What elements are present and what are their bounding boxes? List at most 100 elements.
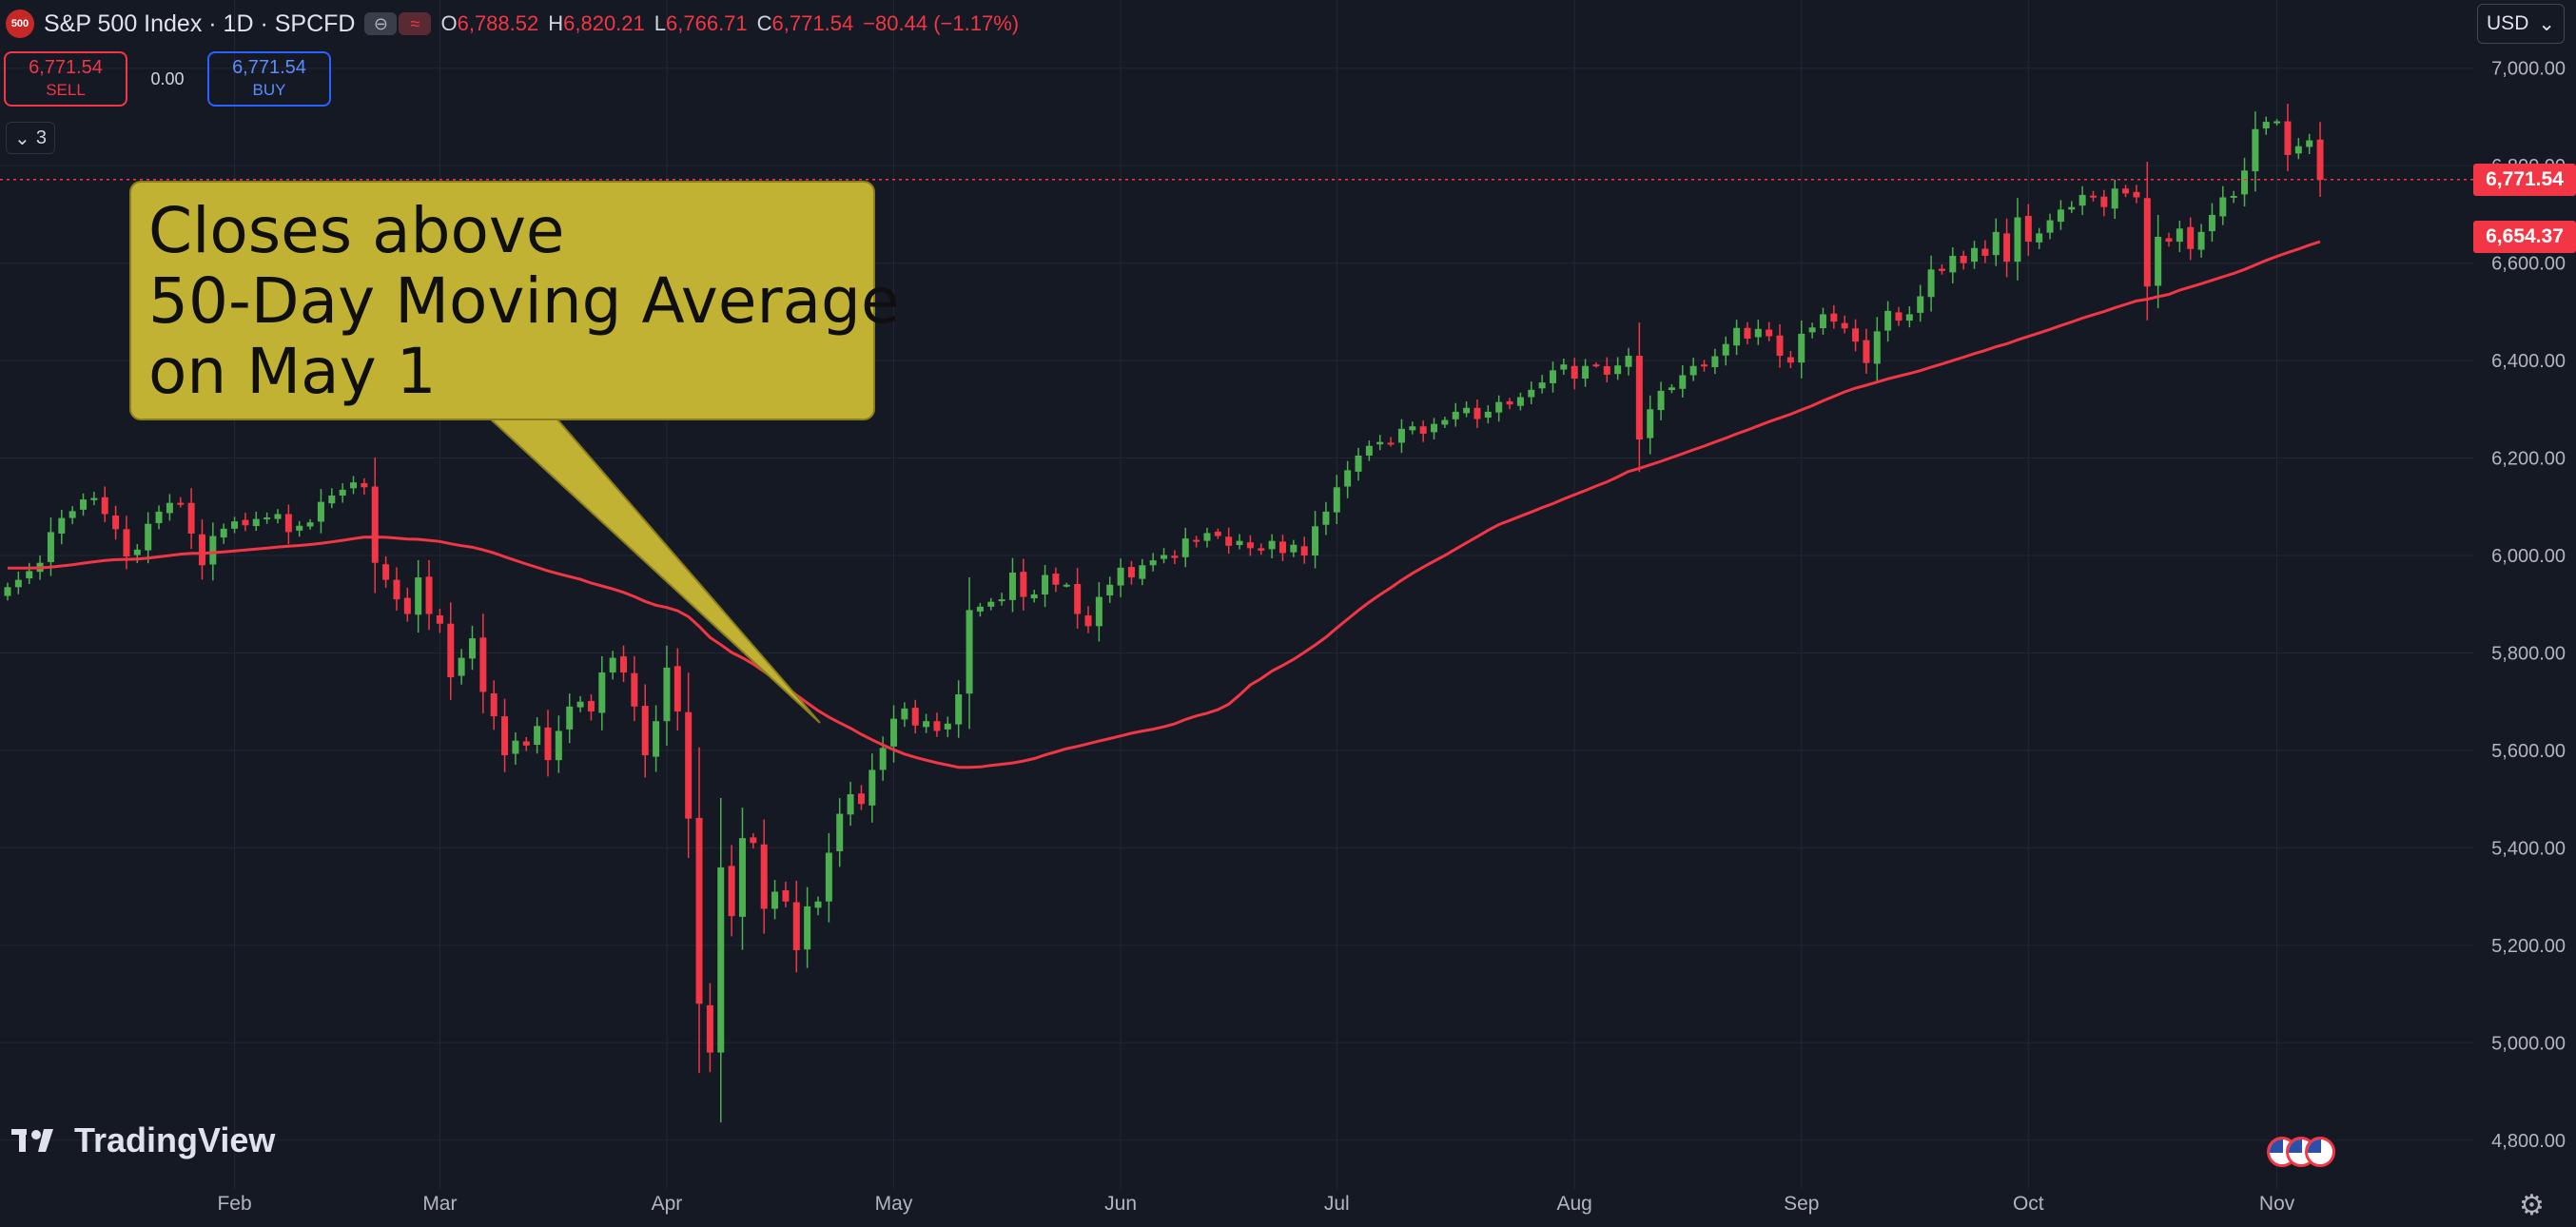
candle-body — [2316, 139, 2324, 181]
candle-body — [350, 482, 358, 489]
candle-body — [361, 482, 368, 488]
low-label: L — [654, 11, 667, 35]
candle-body — [1419, 426, 1427, 434]
buy-price: 6,771.54 — [232, 57, 306, 78]
candle-body — [512, 740, 519, 754]
events-markers[interactable] — [2267, 1137, 2335, 1167]
ma-price-tag: 6,654.37 — [2473, 220, 2576, 253]
candle-body — [317, 501, 324, 522]
candle-body — [1884, 310, 1892, 331]
candle-body — [14, 579, 22, 588]
candle-body — [976, 606, 984, 612]
indicators-toggle-button[interactable]: ⌄ 3 — [6, 122, 55, 154]
candle-body — [1365, 445, 1373, 456]
candle-body — [1441, 419, 1449, 425]
sell-price: 6,771.54 — [29, 57, 103, 78]
candle-body — [2057, 209, 2064, 223]
candle-body — [1592, 364, 1600, 367]
candle-body — [673, 666, 681, 711]
candle-body — [1322, 511, 1330, 525]
x-tick-label: Aug — [1557, 1193, 1592, 1215]
candle-body — [1193, 539, 1200, 542]
tradingview-logo[interactable]: TradingView — [11, 1120, 275, 1160]
candle-body — [1895, 312, 1903, 321]
candle-body — [382, 564, 390, 580]
candle-body — [2241, 170, 2249, 195]
gear-icon[interactable]: ⚙ — [2519, 1190, 2545, 1221]
brand-name: TradingView — [74, 1120, 276, 1159]
low-value: 6,766.71 — [666, 11, 748, 35]
candle-body — [1819, 314, 1826, 329]
candle-body — [1927, 269, 1935, 298]
candle-body — [1084, 615, 1092, 627]
candle-body — [123, 529, 130, 557]
y-tick-label: 7,000.00 — [2491, 59, 2566, 80]
price-axis[interactable]: 4,800.00 5,000.00 5,200.00 5,400.00 5,600.00… — [2491, 59, 2566, 1152]
candle-body — [1333, 487, 1340, 513]
candle-body — [1516, 397, 1524, 406]
candle-body — [1538, 382, 1546, 389]
candle-body — [133, 549, 141, 555]
symbol-logo: 500 — [6, 10, 34, 38]
candle-body — [1786, 357, 1794, 363]
candle-body — [1376, 441, 1384, 445]
candle-body — [1689, 365, 1697, 376]
sell-button[interactable]: 6,771.54 SELL — [4, 51, 127, 107]
symbol-title[interactable]: S&P 500 Index · 1D · SPCFD — [44, 10, 356, 37]
candle-body — [415, 577, 422, 615]
candle-body — [1355, 455, 1362, 472]
candle-body — [501, 716, 509, 756]
candle-body — [1754, 328, 1762, 338]
candle-body — [1905, 314, 1913, 321]
candle-body — [2003, 233, 2011, 263]
candle-body — [490, 692, 498, 717]
y-tick-label: 6,000.00 — [2491, 546, 2566, 567]
candle-body — [1387, 442, 1395, 445]
candle-body — [1679, 375, 1687, 389]
candle-body — [792, 902, 800, 950]
us-flag-icon[interactable] — [2305, 1137, 2335, 1167]
candle-body — [1560, 364, 1568, 370]
candle-body — [2306, 140, 2313, 147]
compare-icon[interactable]: ≈ — [399, 12, 432, 35]
candle-body — [2274, 121, 2281, 124]
candle-body — [58, 517, 66, 534]
candle-body — [209, 536, 217, 565]
candle-body — [2294, 146, 2302, 154]
candle-body — [2208, 214, 2215, 232]
candle-body — [1635, 355, 1643, 440]
candle-body — [68, 511, 76, 518]
x-tick-label: Nov — [2259, 1193, 2295, 1215]
candle-body — [1095, 596, 1103, 627]
callout-pointer — [487, 418, 821, 724]
candle-body — [933, 721, 941, 731]
candle-body — [1830, 313, 1838, 322]
buy-label: BUY — [252, 81, 286, 99]
candle-body — [1246, 542, 1254, 549]
candle-body — [955, 694, 963, 725]
annotation-callout[interactable]: Closes above 50-Day Moving Average on Ma… — [129, 181, 900, 420]
candle-body — [80, 499, 88, 510]
candle-body — [4, 587, 11, 596]
candle-body — [1852, 328, 1860, 342]
hide-icon[interactable]: ⊖ — [364, 12, 398, 35]
currency-select[interactable]: USD ⌄ — [2477, 4, 2565, 44]
x-tick-label: Apr — [652, 1193, 683, 1215]
buy-button[interactable]: 6,771.54 BUY — [207, 51, 331, 107]
close-value: 6,771.54 — [771, 11, 854, 35]
candle-body — [1139, 565, 1146, 579]
candle-body — [1127, 567, 1135, 578]
chevron-down-icon: ⌄ — [2538, 12, 2555, 35]
candle-body — [534, 726, 541, 746]
candle-body — [566, 706, 574, 730]
y-tick-label: 6,400.00 — [2491, 351, 2566, 372]
candle-body — [26, 571, 33, 579]
candle-body — [1873, 331, 1881, 364]
x-tick-label: May — [875, 1193, 913, 1215]
candle-body — [1798, 333, 1805, 363]
candle-body — [1268, 540, 1276, 550]
candle-body — [436, 615, 443, 624]
time-axis[interactable]: Feb Mar Apr May Jun Jul Aug Sep Oct Nov — [217, 1193, 2294, 1215]
candle-body — [825, 852, 832, 902]
